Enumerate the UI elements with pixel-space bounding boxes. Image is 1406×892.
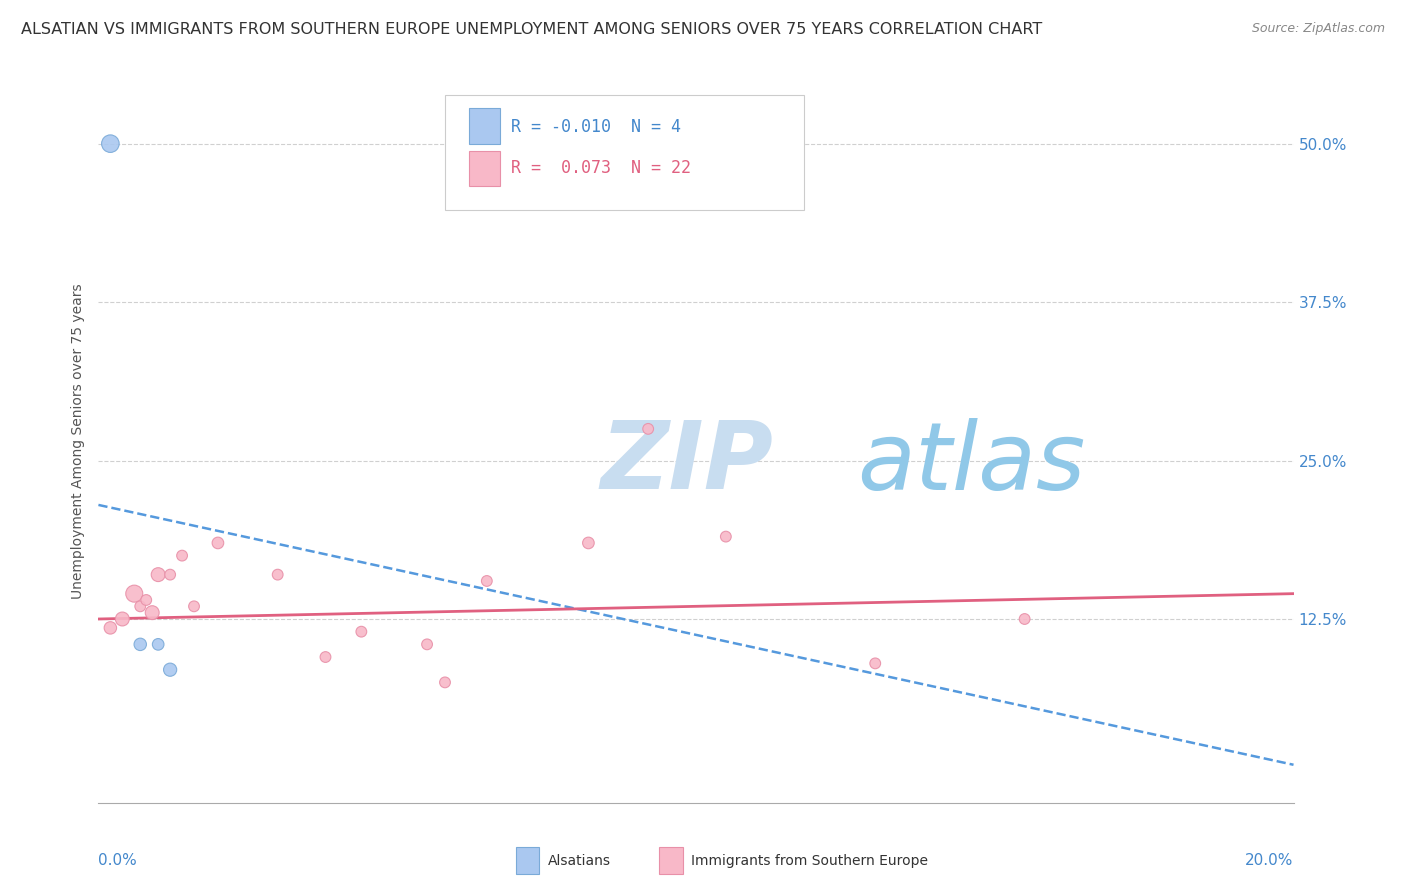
Point [434,675,457,690]
Point [315,650,337,665]
Point [148,637,170,651]
Point [1014,612,1036,626]
Point [148,567,170,582]
Point [159,663,181,677]
Point [714,530,737,544]
Text: ZIP: ZIP [600,417,773,509]
Text: 20.0%: 20.0% [1246,854,1294,869]
Point [172,549,194,563]
Point [183,599,205,614]
Point [865,657,887,671]
Text: atlas: atlas [858,417,1085,508]
FancyBboxPatch shape [516,847,540,873]
Point [111,612,134,626]
Text: ALSATIAN VS IMMIGRANTS FROM SOUTHERN EUROPE UNEMPLOYMENT AMONG SENIORS OVER 75 Y: ALSATIAN VS IMMIGRANTS FROM SOUTHERN EUR… [21,22,1042,37]
Text: 0.0%: 0.0% [98,854,138,869]
FancyBboxPatch shape [470,151,501,186]
Point [135,593,157,607]
FancyBboxPatch shape [446,95,804,211]
Point [207,536,229,550]
Point [129,599,152,614]
Y-axis label: Unemployment Among Seniors over 75 years: Unemployment Among Seniors over 75 years [70,284,84,599]
FancyBboxPatch shape [659,847,683,873]
Point [98,621,122,635]
Text: R =  0.073  N = 22: R = 0.073 N = 22 [510,160,690,178]
Text: Alsatians: Alsatians [548,854,610,868]
Point [637,422,659,436]
Text: Immigrants from Southern Europe: Immigrants from Southern Europe [692,854,928,868]
Point [350,624,373,639]
Text: Source: ZipAtlas.com: Source: ZipAtlas.com [1251,22,1385,36]
Point [578,536,600,550]
Point [475,574,498,588]
Point [141,606,163,620]
Point [267,567,290,582]
Point [124,587,146,601]
Point [129,637,152,651]
Point [98,136,122,151]
Point [159,567,181,582]
FancyBboxPatch shape [470,109,501,144]
Text: R = -0.010  N = 4: R = -0.010 N = 4 [510,118,681,136]
Point [416,637,439,651]
